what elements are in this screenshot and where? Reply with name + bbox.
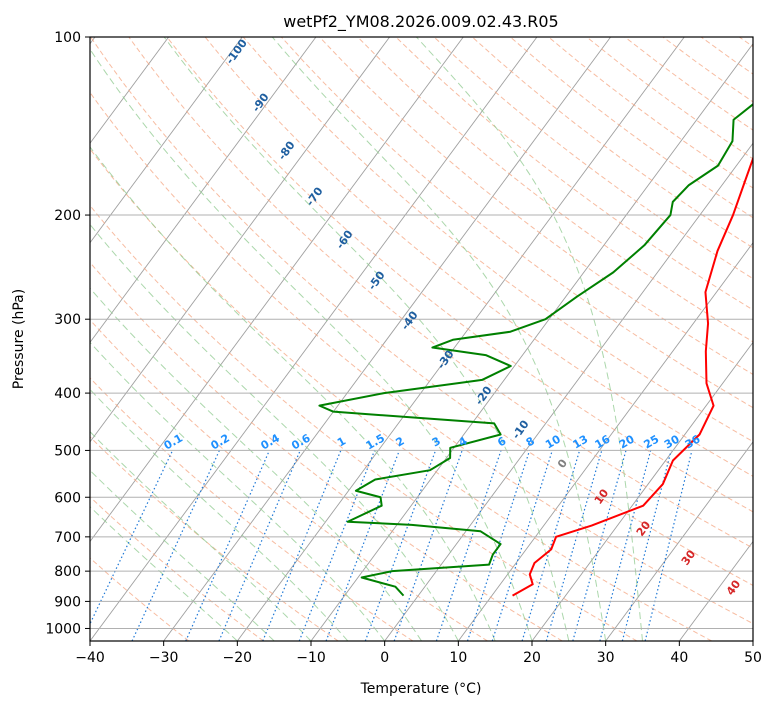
moist-adiabat-line [163,37,570,641]
isotherm-line [605,441,753,641]
mixing-ratio-line [435,450,502,641]
isotherm-line [90,37,464,543]
isotherm-line [163,37,611,641]
moist-adiabat-line [90,287,422,641]
background-lines [90,37,753,641]
plot-frame [89,36,754,642]
x-axis: −40 −30 −20 −10 0 10 20 30 40 50 [75,641,762,666]
y-axis: 100 200 300 400 500 600 700 800 900 1000 [45,30,90,637]
y-axis-label: Pressure (hPa) [11,289,27,389]
mixing-ratio-line [572,450,627,641]
isotherm-line [90,37,317,344]
y-tick-label: 500 [54,443,81,459]
mixing-ratio-line [644,450,693,641]
moist-adiabat-line [90,146,496,641]
dry-adiabat-line [281,37,753,409]
dry-adiabat-line [90,91,753,625]
y-tick-label: 100 [54,30,81,46]
chart-title: wetPf2_YM08.2026.009.02.43.R05 [283,12,558,32]
mixing-ratio-line [491,450,553,641]
dry-adiabat-line [90,319,488,641]
moist-adiabat-line [271,37,607,641]
x-tick-label: −20 [223,650,253,666]
dry-adiabat-line [90,148,712,641]
isotherm-line [90,37,243,244]
isotherm-line [531,341,753,641]
y-tick-label: 600 [54,490,81,506]
dry-adiabat-line [395,37,753,311]
mixing-ratio-line [521,450,581,641]
y-tick-label: 700 [54,530,81,546]
mixing-ratio-line [218,450,301,641]
x-tick-label: 20 [523,650,541,666]
profiles [318,103,753,597]
isotherm-line [457,242,753,641]
x-tick-label: −10 [296,650,326,666]
mixing-ratio-line [393,450,463,641]
mixing-ratio-line [621,450,672,641]
x-tick-label: 0 [380,650,389,666]
moist-adiabat-line [90,223,459,641]
dry-adiabat-line [128,37,753,549]
y-tick-label: 300 [54,312,81,328]
isotherm-line [90,37,390,443]
isotherm-line [90,37,169,145]
moist-adiabat-line [90,341,386,641]
y-tick-label: 900 [54,594,81,610]
mixing-ratio-line [364,450,437,641]
x-tick-label: 50 [744,650,762,666]
moist-adiabat-line [416,37,643,641]
isotherm-line [310,42,753,641]
dry-adiabat-line [242,37,753,443]
y-tick-label: 1000 [45,621,81,637]
moist-adiabat-line [90,469,275,641]
moist-adiabat-line [90,48,533,641]
x-tick-label: −30 [149,650,179,666]
mixing-ratio-line [131,450,220,641]
x-tick-label: −40 [75,650,105,666]
dry-adiabat-line [90,261,563,641]
x-tick-label: 10 [449,650,467,666]
moist-adiabat-line [90,430,312,641]
pressure-gridlines [90,37,753,629]
dry-adiabat-line [166,37,753,513]
y-tick-label: 400 [54,386,81,402]
y-tick-label: 200 [54,208,81,224]
x-axis-label: Temperature (°C) [360,681,482,697]
isotherm-line [384,142,753,641]
moist-adiabat-line [90,388,349,641]
x-tick-label: 30 [597,650,615,666]
x-tick-label: 40 [670,650,688,666]
mixing-ratio-line [185,450,270,641]
dry-adiabat-line [90,204,638,641]
temperature-line [512,156,753,597]
mixing-ratio-line [545,450,603,641]
y-tick-label: 800 [54,564,81,580]
dewpoint-line [318,103,753,597]
mixing-ratio-line [599,450,652,641]
dry-adiabat-line [90,557,190,641]
dry-adiabat-line [90,377,414,641]
